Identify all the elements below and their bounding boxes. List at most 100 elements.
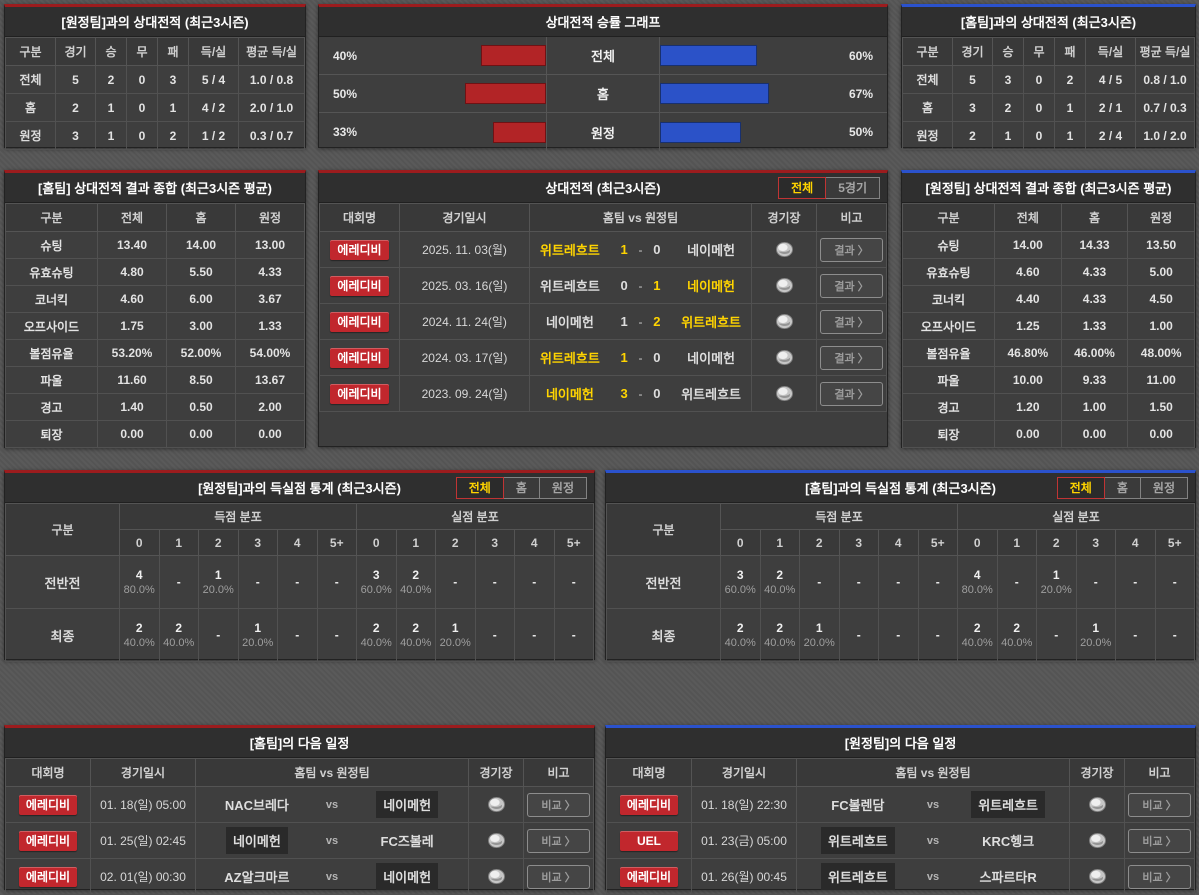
cell: 53.20% [97, 339, 167, 367]
cell: 2 / 1 [1085, 93, 1136, 122]
blue-bar [660, 45, 758, 66]
result-button[interactable]: 결과 〉 [820, 273, 883, 298]
cell: 1.33 [235, 312, 305, 340]
compare-button[interactable]: 비교 〉 [527, 864, 590, 889]
stadium-icon[interactable] [775, 241, 794, 258]
stadium-icon[interactable] [775, 385, 794, 402]
col-header: 구분 [5, 503, 120, 556]
stadium-icon[interactable] [487, 868, 506, 885]
away-team: FC즈볼레 [380, 834, 434, 849]
compare-button[interactable]: 비교 〉 [1128, 828, 1191, 853]
dist-cell: 2 40.0% [395, 608, 436, 662]
dist-cell: 1 20.0% [237, 608, 278, 662]
home-goal-dist-panel: [홈팀]과의 득실점 통계 (최근3시즌) 전체 홈 원정 구분 득점 분포 실… [605, 470, 1196, 662]
league-cell: 에레디비 [319, 231, 400, 268]
league-badge[interactable]: 에레디비 [619, 866, 679, 887]
league-badge[interactable]: 에레디비 [330, 239, 389, 260]
cell: 13.00 [235, 231, 305, 259]
tab-all[interactable]: 전체 [1056, 477, 1105, 499]
result-button[interactable]: 결과 〉 [820, 237, 883, 262]
home-score: 1 [620, 314, 628, 329]
league-badge[interactable]: 에레디비 [330, 383, 389, 404]
home-next-schedule-panel: [홈팀]의 다음 일정 대회명 경기일시 홈팀 vs 원정팀 경기장 비고 에레… [4, 725, 595, 895]
stadium-icon[interactable] [487, 832, 506, 849]
result-button[interactable]: 결과 〉 [820, 345, 883, 370]
stadium-icon[interactable] [1088, 868, 1107, 885]
stadium-icon[interactable] [775, 349, 794, 366]
h2h-row: 에레디비 2024. 03. 17(일) 위트레흐트 1 - 0 네이메헌 결과… [319, 339, 887, 376]
compare-button[interactable]: 비교 〉 [1128, 864, 1191, 889]
dist-cell: - [838, 555, 879, 609]
cell: 0.8 / 1.0 [1135, 65, 1195, 94]
tab-away[interactable]: 원정 [1139, 477, 1188, 499]
league-badge[interactable]: 에레디비 [18, 794, 78, 815]
tab-5games[interactable]: 5경기 [825, 177, 880, 199]
result-button[interactable]: 결과 〉 [820, 309, 883, 334]
cell: 52.00% [166, 339, 236, 367]
cell: 4.50 [1127, 285, 1195, 313]
cell: 14.00 [994, 231, 1062, 259]
col-header: 원정 [235, 203, 305, 232]
dist-cell: - [1115, 555, 1156, 609]
tab-away[interactable]: 원정 [538, 477, 587, 499]
stadium-cell [468, 822, 524, 859]
col-header: 득/실 [1085, 37, 1136, 66]
row-label: 오프사이드 [902, 312, 995, 340]
stadium-icon[interactable] [1088, 796, 1107, 813]
league-badge[interactable]: UEL [620, 830, 678, 851]
dist-cell: - [316, 555, 357, 609]
stadium-cell [468, 858, 524, 895]
stadium-icon[interactable] [775, 277, 794, 294]
table-row: 파울 11.60 8.50 13.67 [5, 366, 305, 394]
compare-button[interactable]: 비교 〉 [1128, 792, 1191, 817]
table-row: 코너킥 4.60 6.00 3.67 [5, 285, 305, 313]
vs-label: vs [325, 870, 339, 883]
cell: 4.40 [994, 285, 1062, 313]
stadium-icon[interactable] [1088, 832, 1107, 849]
col-header: 구분 [902, 203, 995, 232]
home-score: 1 [620, 350, 628, 365]
panel-title: [홈팀]과의 상대전적 (최근3시즌) [902, 7, 1195, 37]
row-label: 전체 [546, 37, 660, 74]
result-button[interactable]: 결과 〉 [820, 381, 883, 406]
league-badge[interactable]: 에레디비 [18, 830, 78, 851]
col-header: 경기일시 [90, 758, 196, 787]
cell: 3 [157, 65, 189, 94]
cell: 4.33 [235, 258, 305, 286]
action-cell: 비교 〉 [1124, 822, 1195, 859]
away-team: 위트레흐트 [681, 387, 741, 402]
tab-home[interactable]: 홈 [502, 477, 540, 499]
col-header: 승 [95, 37, 127, 66]
cell: 0 [126, 93, 158, 122]
stadium-icon[interactable] [487, 796, 506, 813]
table-row: 퇴장 0.00 0.00 0.00 [902, 420, 1195, 448]
cell: 14.33 [1060, 231, 1129, 259]
col-header: 5+ [553, 529, 594, 556]
tab-home[interactable]: 홈 [1103, 477, 1141, 499]
league-badge[interactable]: 에레디비 [330, 311, 389, 332]
tab-all[interactable]: 전체 [778, 177, 827, 199]
stadium-icon[interactable] [775, 313, 794, 330]
row-label: 최종 [5, 608, 120, 662]
cell: 0.00 [994, 420, 1062, 448]
cell: 4.60 [994, 258, 1062, 286]
compare-button[interactable]: 비교 〉 [527, 792, 590, 817]
stadium-cell [751, 267, 817, 304]
league-badge[interactable]: 에레디비 [18, 866, 78, 887]
away-team: 네이메헌 [687, 351, 736, 366]
cell: 13.67 [235, 366, 305, 394]
match-cell: 위트레흐트 0 - 1 네이메헌 [529, 267, 752, 304]
col-header: 2 [799, 529, 840, 556]
tab-all[interactable]: 전체 [455, 477, 504, 499]
league-cell: 에레디비 [319, 303, 400, 340]
league-badge[interactable]: 에레디비 [619, 794, 679, 815]
h2h-row: 에레디비 2023. 09. 24(일) 네이메헌 3 - 0 위트레흐트 결과… [319, 375, 887, 412]
col-header: 무 [126, 37, 158, 66]
row-label: 전반전 [5, 555, 120, 609]
league-badge[interactable]: 에레디비 [330, 347, 389, 368]
winrate-row: 50% 홈 67% [319, 75, 887, 113]
cell: 2 [95, 65, 127, 94]
h2h-table: 대회명 경기일시 홈팀 vs 원정팀 경기장 비고 에레디비 2025. 11.… [319, 203, 887, 412]
league-badge[interactable]: 에레디비 [330, 275, 389, 296]
compare-button[interactable]: 비교 〉 [527, 828, 590, 853]
